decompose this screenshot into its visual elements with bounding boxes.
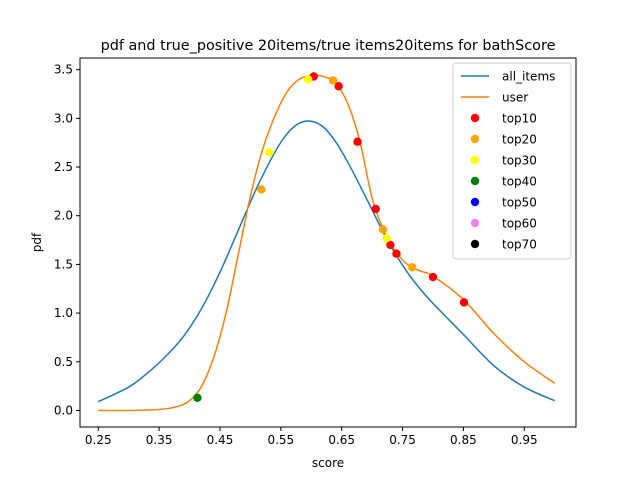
y-axis: 0.0 0.5 1.0 1.5 2.0 2.5 3.0 3.5 bbox=[54, 63, 80, 417]
x-tick-label: 0.35 bbox=[146, 433, 173, 447]
y-tick-label: 2.0 bbox=[54, 209, 73, 223]
legend-label-top20: top20 bbox=[502, 132, 537, 146]
legend-swatch-top30 bbox=[470, 155, 480, 165]
point-top10 bbox=[334, 82, 343, 91]
y-tick-label: 1.5 bbox=[54, 257, 73, 271]
x-tick-label: 0.55 bbox=[267, 433, 294, 447]
y-tick-label: 3.0 bbox=[54, 111, 73, 125]
series-layer bbox=[97, 72, 556, 412]
x-tick-label: 0.95 bbox=[511, 433, 538, 447]
legend-label-top10: top10 bbox=[502, 111, 537, 125]
legend-label-all_items: all_items bbox=[502, 69, 555, 83]
point-top40 bbox=[193, 393, 202, 402]
legend-swatch-top10 bbox=[470, 113, 480, 123]
x-tick-label: 0.45 bbox=[207, 433, 234, 447]
point-top30 bbox=[265, 148, 274, 157]
legend-label-user: user bbox=[502, 90, 528, 104]
chart-title: pdf and true_positive 20items/true items… bbox=[101, 38, 556, 54]
x-axis: 0.25 0.35 0.45 0.55 0.65 0.75 0.85 0.95 bbox=[85, 427, 538, 447]
y-tick-label: 1.0 bbox=[54, 306, 73, 320]
point-top10 bbox=[386, 240, 395, 250]
point-top20 bbox=[328, 76, 338, 85]
point-top10 bbox=[392, 249, 401, 258]
legend-swatch-top50 bbox=[470, 197, 480, 207]
x-tick-label: 0.85 bbox=[450, 433, 477, 447]
legend-swatch-top40 bbox=[470, 176, 480, 186]
point-top20 bbox=[408, 263, 417, 272]
y-tick-label: 0.5 bbox=[54, 355, 73, 369]
legend-swatch-top20 bbox=[470, 134, 480, 144]
y-tick-label: 3.5 bbox=[54, 63, 73, 77]
point-top30 bbox=[304, 75, 313, 84]
point-top20 bbox=[257, 185, 266, 194]
point-top10 bbox=[428, 272, 438, 282]
y-tick-label: 2.5 bbox=[54, 160, 73, 174]
point-top10 bbox=[353, 137, 362, 146]
axes-frame bbox=[79, 57, 577, 428]
legend-label-top70: top70 bbox=[502, 237, 537, 251]
point-top10 bbox=[459, 298, 469, 307]
point-top10 bbox=[371, 204, 380, 214]
legend-swatch-top60 bbox=[470, 218, 480, 228]
x-tick-label: 0.25 bbox=[85, 433, 112, 447]
legend-label-top30: top30 bbox=[502, 153, 537, 167]
y-tick-label: 0.0 bbox=[54, 403, 73, 417]
legend-swatch-top70 bbox=[470, 239, 480, 249]
x-tick-label: 0.75 bbox=[389, 433, 416, 447]
legend-label-top50: top50 bbox=[502, 195, 537, 209]
x-axis-label: score bbox=[312, 456, 344, 470]
series-line-all_items bbox=[97, 120, 556, 403]
x-tick-label: 0.65 bbox=[328, 433, 355, 447]
point-top30 bbox=[382, 233, 391, 243]
legend-box bbox=[452, 62, 572, 260]
y-axis-label: pdf bbox=[30, 232, 44, 252]
point-top20 bbox=[378, 225, 388, 234]
legend-label-top40: top40 bbox=[502, 174, 537, 188]
legend-label-top60: top60 bbox=[502, 216, 537, 230]
